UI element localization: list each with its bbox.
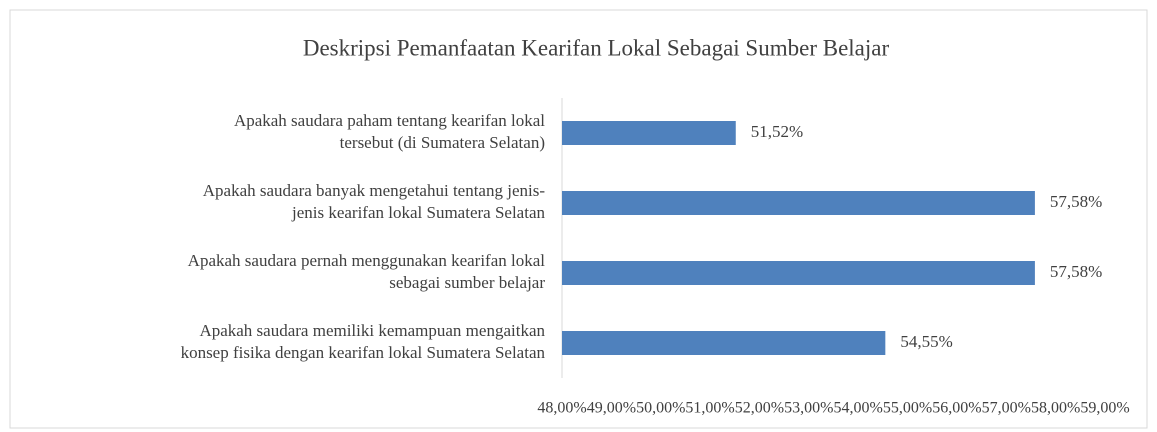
x-tick-label: 59,00%: [1080, 400, 1129, 417]
y-tick-label: Apakah saudara banyak mengetahui tentang…: [203, 181, 546, 222]
bar: [562, 191, 1035, 215]
value-label: 57,58%: [1050, 262, 1102, 281]
y-tick-label: Apakah saudara pernah menggunakan kearif…: [188, 251, 546, 292]
chart-title: Deskripsi Pemanfaatan Kearifan Lokal Seb…: [303, 35, 890, 60]
x-tick-label: 58,00%: [1031, 400, 1080, 417]
value-label: 54,55%: [900, 332, 952, 351]
x-tick-label: 55,00%: [883, 400, 932, 417]
x-tick-label: 52,00%: [735, 400, 784, 417]
x-tick-label: 57,00%: [982, 400, 1031, 417]
y-tick-label: Apakah saudara memiliki kemampuan mengai…: [181, 321, 546, 362]
chart-border: [9, 9, 1148, 429]
x-tick-label: 53,00%: [784, 400, 833, 417]
y-tick-label: Apakah saudara paham tentang kearifan lo…: [234, 111, 545, 152]
x-tick-label: 56,00%: [932, 400, 981, 417]
x-tick-label: 50,00%: [636, 400, 685, 417]
x-tick-label: 48,00%: [537, 400, 586, 417]
x-tick-label: 54,00%: [834, 400, 883, 417]
bar: [562, 261, 1035, 285]
bar: [562, 121, 736, 145]
value-label: 57,58%: [1050, 192, 1102, 211]
x-tick-label: 49,00%: [587, 400, 636, 417]
x-tick-label: 51,00%: [685, 400, 734, 417]
bar: [562, 331, 886, 355]
value-label: 51,52%: [751, 122, 803, 141]
